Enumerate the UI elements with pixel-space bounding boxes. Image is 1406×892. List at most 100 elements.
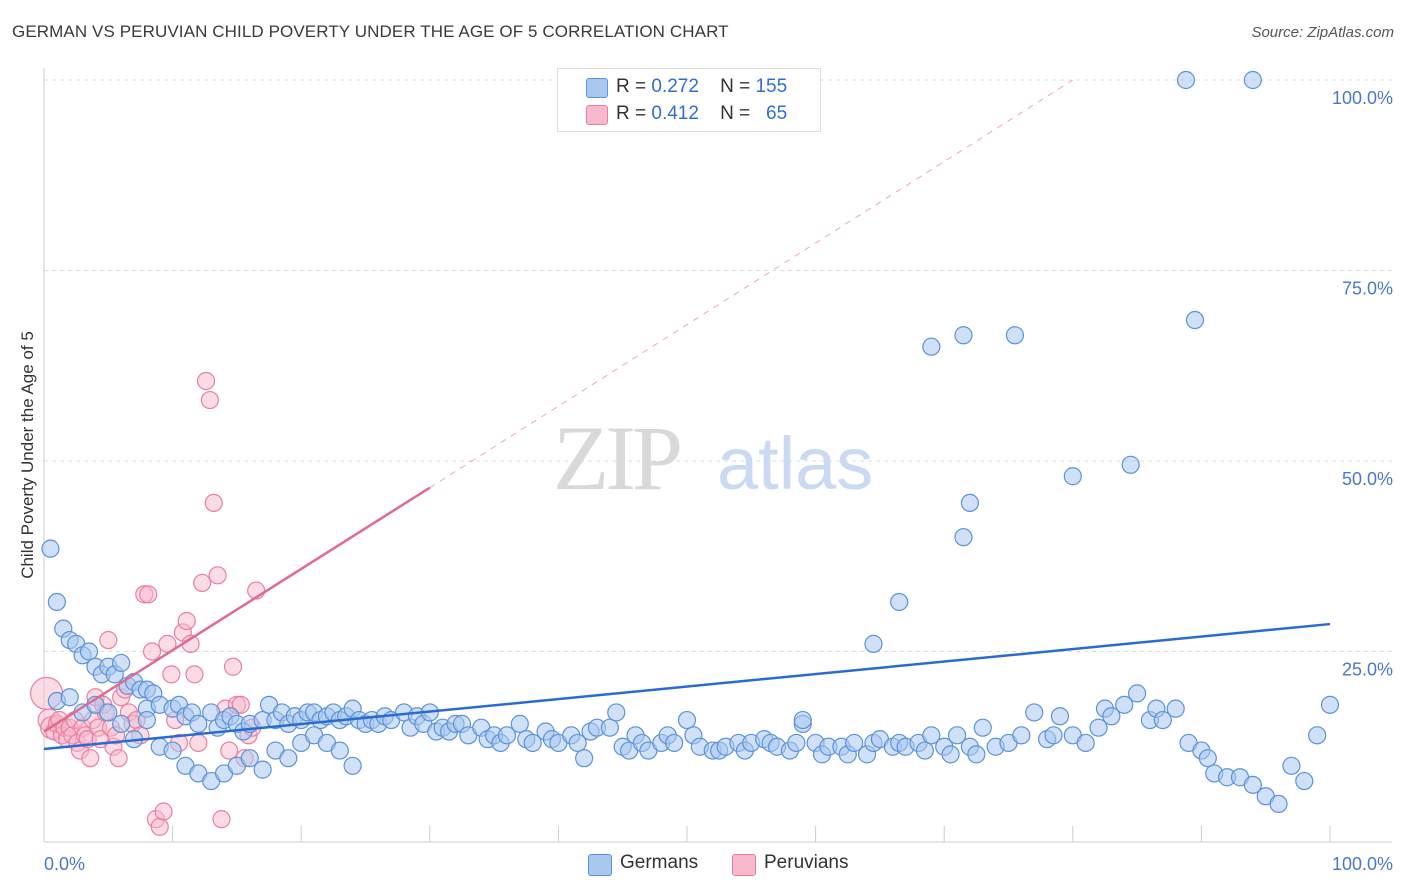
legend-r-label: R = bbox=[616, 76, 647, 97]
german-point bbox=[189, 714, 208, 733]
legend-n-label: N = bbox=[720, 103, 751, 124]
german-point bbox=[575, 749, 594, 768]
german-point bbox=[1176, 70, 1196, 90]
german-point bbox=[665, 733, 684, 753]
bottom-swatch-germans bbox=[588, 854, 612, 876]
peruvian-point bbox=[212, 810, 231, 829]
german-point bbox=[510, 714, 529, 733]
german-point bbox=[497, 726, 517, 745]
x-tick-label: 100.0% bbox=[1332, 854, 1393, 874]
german-point bbox=[787, 733, 806, 753]
german-trend-line bbox=[43, 622, 1331, 751]
german-point bbox=[1243, 70, 1262, 90]
legend-r-value-peruvians: 0.412 bbox=[651, 103, 699, 124]
german-point bbox=[1295, 771, 1314, 791]
german-point bbox=[1127, 684, 1147, 703]
gridlines bbox=[44, 79, 1392, 652]
bottom-label-peruvians: Peruvians bbox=[764, 852, 849, 873]
legend-n-label: N = bbox=[720, 76, 751, 97]
german-point bbox=[677, 710, 697, 730]
watermark-atlas: atlas bbox=[717, 422, 873, 505]
bottom-swatch-peruvians bbox=[732, 854, 756, 876]
legend: R = 0.272 N = 155 R = 0.412 N = 65 bbox=[557, 68, 821, 132]
german-point bbox=[793, 710, 812, 730]
bottom-label-germans: Germans bbox=[620, 852, 699, 873]
peruvian-point bbox=[99, 630, 118, 650]
german-point bbox=[1076, 733, 1095, 753]
german-point bbox=[1243, 775, 1262, 794]
german-point bbox=[1185, 310, 1205, 330]
german-point bbox=[1282, 756, 1301, 775]
legend-n-value-germans: 155 bbox=[755, 76, 788, 97]
peruvian-trend-line bbox=[43, 486, 431, 733]
german-point bbox=[1166, 699, 1185, 718]
german-point bbox=[137, 710, 156, 730]
german-point bbox=[1089, 718, 1108, 737]
german-point bbox=[1063, 467, 1082, 486]
peruvian-point bbox=[193, 573, 212, 593]
german-point bbox=[163, 741, 182, 760]
peruvian-point bbox=[220, 741, 239, 760]
legend-r-value-germans: 0.272 bbox=[651, 76, 699, 97]
german-point bbox=[1320, 695, 1340, 714]
german-point bbox=[600, 718, 619, 737]
german-point bbox=[79, 642, 99, 661]
german-point bbox=[890, 592, 909, 612]
german-point bbox=[330, 741, 349, 760]
german-point bbox=[1308, 726, 1327, 745]
german-point bbox=[845, 733, 864, 753]
peruvian-point bbox=[109, 749, 128, 768]
german-point bbox=[1012, 726, 1031, 745]
peruvian-point bbox=[185, 665, 204, 684]
german-point bbox=[1050, 707, 1070, 726]
german-point bbox=[947, 726, 967, 745]
chart-source: Source: ZipAtlas.com bbox=[1251, 24, 1394, 41]
german-point bbox=[922, 337, 941, 356]
peruvian-point bbox=[231, 695, 250, 714]
german-point bbox=[568, 733, 587, 753]
peruvian-point bbox=[204, 493, 223, 513]
y-tick-label: 25.0% bbox=[1342, 660, 1393, 680]
german-point bbox=[99, 703, 118, 722]
german-point bbox=[343, 756, 362, 775]
legend-r-label: R = bbox=[616, 103, 647, 124]
german-point bbox=[973, 718, 992, 737]
y-axis-label: Child Poverty Under the Age of 5 bbox=[18, 331, 37, 579]
german-point bbox=[112, 714, 131, 733]
german-point bbox=[607, 703, 626, 722]
german-point bbox=[967, 745, 986, 764]
german-point bbox=[523, 733, 542, 753]
trend-lines bbox=[43, 79, 1331, 751]
german-point bbox=[960, 493, 980, 513]
legend-swatch-peruvians bbox=[586, 105, 608, 125]
peruvian-point bbox=[208, 566, 227, 585]
german-point bbox=[1121, 455, 1140, 474]
german-point bbox=[47, 592, 66, 612]
peruvian-point bbox=[177, 611, 196, 631]
y-tick-label: 100.0% bbox=[1332, 88, 1393, 108]
german-point bbox=[1269, 794, 1288, 814]
german-point bbox=[954, 528, 973, 547]
peruvian-point bbox=[196, 371, 216, 391]
german-point bbox=[279, 749, 298, 768]
german-point bbox=[240, 749, 259, 768]
german-point bbox=[1025, 703, 1044, 722]
legend-n-value-peruvians: 65 bbox=[766, 103, 788, 124]
german-points bbox=[41, 70, 1340, 814]
peruvian-point bbox=[139, 585, 158, 604]
german-point bbox=[954, 326, 973, 345]
chart-title: GERMAN VS PERUVIAN CHILD POVERTY UNDER T… bbox=[12, 22, 729, 41]
german-point bbox=[253, 760, 272, 779]
peruvian-point bbox=[150, 817, 169, 836]
peruvian-point bbox=[81, 749, 100, 768]
german-point bbox=[864, 634, 883, 653]
peruvian-point bbox=[200, 390, 219, 410]
peruvian-point bbox=[142, 642, 162, 661]
german-point bbox=[922, 726, 941, 745]
german-point bbox=[1115, 695, 1134, 714]
legend-swatch-germans bbox=[586, 78, 608, 98]
y-tick-label: 75.0% bbox=[1342, 279, 1393, 299]
german-point bbox=[1005, 326, 1025, 345]
german-point bbox=[1153, 710, 1172, 730]
